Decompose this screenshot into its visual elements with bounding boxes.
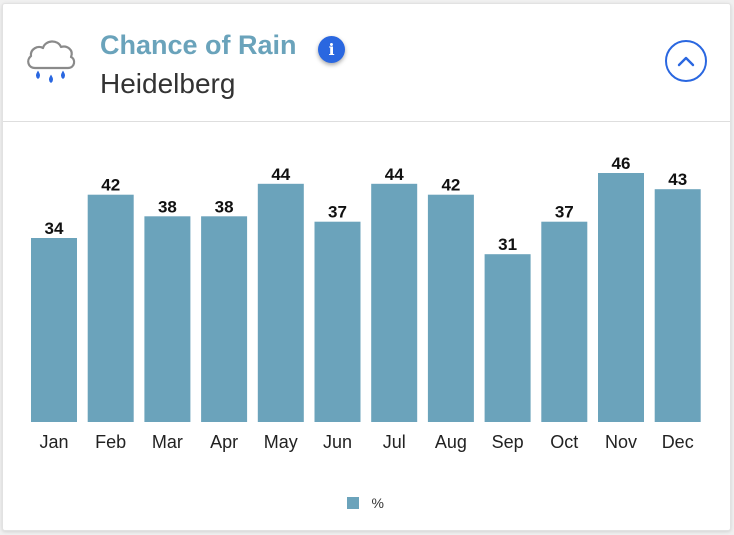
bar-jun[interactable] [314,221,361,422]
bar-jul[interactable] [371,183,418,422]
data-label-nov: 46 [612,154,631,173]
bar-sep[interactable] [484,254,531,422]
x-tick-label-jul: Jul [383,432,406,452]
x-tick-label-jan: Jan [39,432,68,452]
location-name: Heidelberg [100,68,236,99]
data-label-aug: 42 [441,176,460,195]
x-tick-label-nov: Nov [605,432,637,452]
data-label-may: 44 [271,165,290,184]
bar-aug[interactable] [427,194,474,422]
bar-may[interactable] [257,183,304,422]
bar-nov[interactable] [598,173,644,422]
info-icon[interactable]: i [318,36,345,63]
data-label-oct: 37 [555,203,574,222]
rain-bar-chart: 34 Jan 42 Feb 38 Mar 38 Apr 44 May 37 Jun 44 Jul 42 Aug… [31,154,701,452]
x-tick-label-feb: Feb [95,432,126,452]
bar-dec[interactable] [654,189,701,422]
data-label-apr: 38 [215,197,234,216]
data-label-dec: 43 [668,170,687,189]
chart-legend: % [347,494,384,511]
x-tick-label-oct: Oct [550,432,578,452]
data-label-sep: 31 [498,235,517,254]
x-tick-label-may: May [264,432,298,452]
data-label-feb: 42 [101,176,120,195]
data-label-jan: 34 [45,219,64,238]
x-tick-label-mar: Mar [152,432,183,452]
card-header: Chance of Rain i Heidelberg [3,4,730,122]
collapse-button[interactable] [665,40,707,82]
x-tick-label-sep: Sep [492,432,524,452]
data-label-mar: 38 [158,197,177,216]
bar-jan[interactable] [31,238,77,422]
legend-label: % [371,494,384,511]
chart-title: Chance of Rain [100,30,297,60]
legend-swatch [347,496,359,509]
x-tick-label-aug: Aug [435,432,467,452]
data-label-jun: 37 [328,203,347,222]
bar-mar[interactable] [144,216,191,422]
x-tick-label-dec: Dec [662,432,694,452]
rain-cloud-icon [27,40,76,83]
x-tick-label-jun: Jun [323,432,352,452]
rain-chance-card: Chance of Rain i Heidelberg 34 Jan 42 Feb 38… [2,3,731,531]
data-label-jul: 44 [385,165,404,184]
chevron-up-icon [677,56,695,67]
bar-feb[interactable] [87,194,134,422]
bar-oct[interactable] [541,221,588,422]
bar-apr[interactable] [201,216,248,422]
x-tick-label-apr: Apr [210,432,238,452]
